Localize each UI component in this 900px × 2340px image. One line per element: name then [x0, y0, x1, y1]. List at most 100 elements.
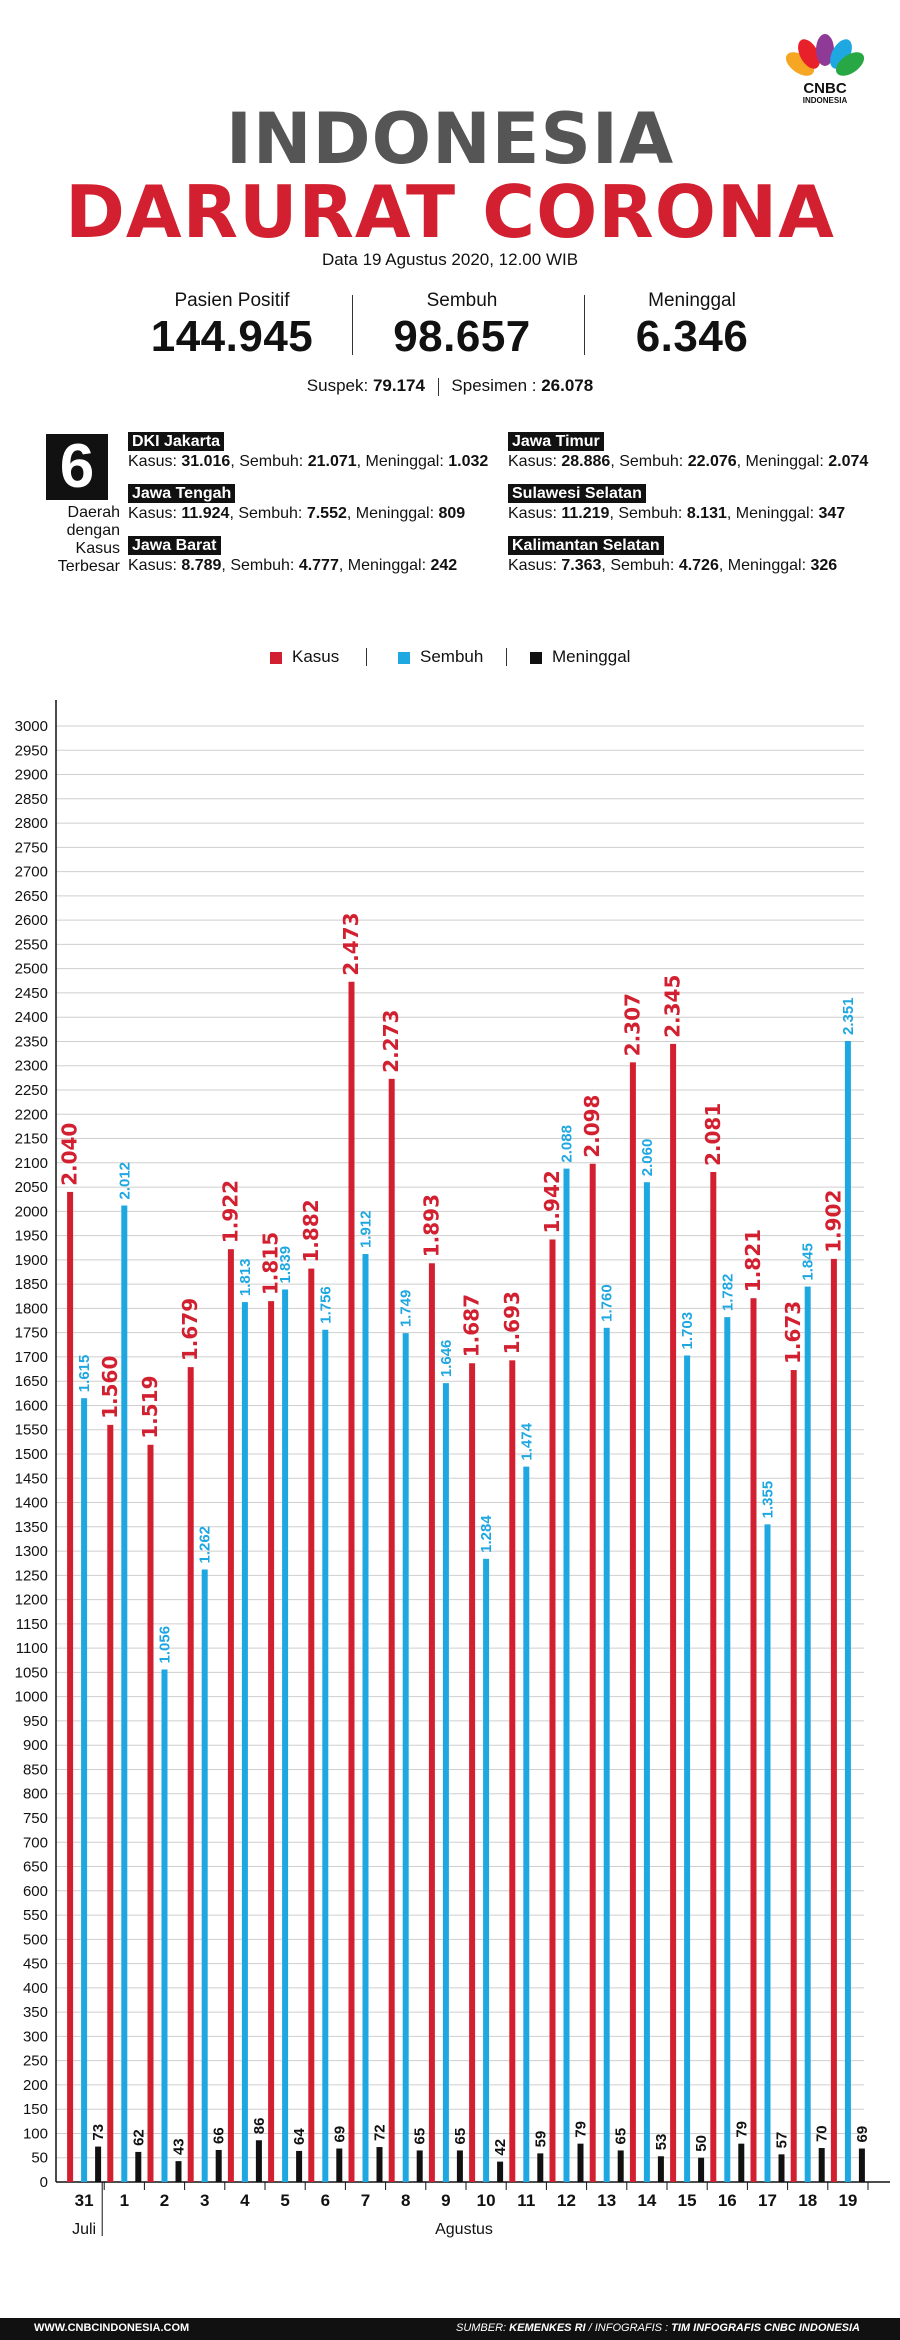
- bar-sembuh: [121, 1205, 128, 2182]
- data-label-sembuh: 1.474: [518, 1422, 535, 1460]
- x-tick-label: 8: [401, 2191, 410, 2210]
- y-tick-label: 1000: [15, 1689, 48, 1706]
- label-line: Terbesar: [57, 558, 120, 575]
- region-dki-jakarta: DKI Jakarta Kasus: 31.016, Sembuh: 21.07…: [128, 432, 488, 472]
- region-name: Jawa Barat: [128, 536, 221, 555]
- bar-meninggal: [537, 2153, 544, 2182]
- bar-kasus: [710, 1172, 717, 2182]
- data-label-meninggal: 43: [170, 2138, 187, 2155]
- bar-sembuh: [804, 1286, 811, 2182]
- data-label-meninggal: 70: [814, 2125, 831, 2142]
- logo-text: CNBC: [803, 80, 847, 97]
- y-tick-label: 2300: [15, 1058, 48, 1075]
- y-tick-label: 1500: [15, 1446, 48, 1463]
- bar-kasus: [147, 1444, 154, 2182]
- data-label-kasus: 1.882: [299, 1199, 323, 1262]
- data-label-kasus: 1.902: [821, 1190, 845, 1253]
- x-tick-label: 1: [120, 2191, 129, 2210]
- bar-sembuh: [523, 1466, 530, 2182]
- stat-meninggal: Meninggal 6.346: [592, 290, 792, 362]
- bar-meninggal: [175, 2161, 182, 2182]
- data-label-sembuh: 1.056: [156, 1626, 173, 1664]
- region-jawa-barat: Jawa Barat Kasus: 8.789, Sembuh: 4.777, …: [128, 536, 457, 576]
- region-jawa-tengah: Jawa Tengah Kasus: 11.924, Sembuh: 7.552…: [128, 484, 465, 524]
- legend-label: Sembuh: [420, 647, 484, 666]
- x-tick-label: 31: [75, 2191, 94, 2210]
- data-label-sembuh: 1.703: [679, 1312, 696, 1350]
- y-tick-label: 1150: [16, 1616, 48, 1633]
- y-tick-label: 800: [23, 1786, 48, 1803]
- y-tick-label: 1100: [16, 1640, 48, 1657]
- region-data: Kasus: 8.789, Sembuh: 4.777, Meninggal: …: [128, 557, 458, 574]
- region-kalimantan-selatan: Kalimantan Selatan Kasus: 7.363, Sembuh:…: [508, 536, 837, 576]
- legend-item-kasus: Kasus: [270, 644, 339, 670]
- stat-positif: Pasien Positif 144.945: [132, 290, 332, 362]
- bar-kasus: [67, 1191, 74, 2182]
- bar-meninggal: [738, 2143, 745, 2182]
- y-tick-label: 2750: [15, 839, 48, 856]
- data-date: Data 19 Agustus 2020, 12.00 WIB: [321, 250, 579, 269]
- y-tick-label: 2850: [15, 791, 48, 808]
- data-label-kasus: 1.942: [540, 1170, 564, 1233]
- data-label-meninggal: 86: [251, 2118, 268, 2135]
- data-label-kasus: 1.687: [460, 1294, 484, 1357]
- y-tick-label: 350: [23, 2004, 48, 2021]
- y-tick-label: 700: [23, 1834, 48, 1851]
- data-label-kasus: 2.307: [620, 993, 644, 1056]
- x-tick-label: 11: [517, 2191, 535, 2210]
- data-label-sembuh: 2.012: [116, 1162, 133, 1200]
- y-tick-label: 1750: [15, 1325, 48, 1342]
- label-line: Kasus: [75, 540, 120, 557]
- bar-meninggal: [497, 2161, 504, 2182]
- x-tick-label: 14: [637, 2191, 656, 2210]
- bar-kasus: [308, 1268, 315, 2182]
- x-tick-label: 5: [280, 2191, 289, 2210]
- bar-meninggal: [296, 2150, 303, 2182]
- y-tick-label: 2800: [15, 815, 48, 832]
- y-tick-label: 900: [23, 1737, 48, 1754]
- bar-meninggal: [255, 2140, 262, 2182]
- bar-sembuh: [603, 1327, 610, 2182]
- bar-meninggal: [336, 2148, 343, 2182]
- sub-stats: Suspek: 79.174 Spesimen : 26.078: [0, 376, 900, 396]
- data-label-meninggal: 73: [90, 2124, 107, 2141]
- bar-meninggal: [376, 2147, 383, 2182]
- data-label-kasus: 1.679: [178, 1298, 202, 1361]
- bar-kasus: [227, 1249, 234, 2182]
- divider: [437, 377, 439, 396]
- stat-label: Sembuh: [426, 290, 498, 311]
- y-tick-label: 1700: [15, 1349, 48, 1366]
- data-label-kasus: 2.040: [58, 1123, 82, 1186]
- x-tick-label: 12: [557, 2191, 576, 2210]
- y-tick-label: 250: [23, 2053, 48, 2070]
- bar-kasus: [107, 1424, 114, 2182]
- data-label-meninggal: 69: [331, 2126, 348, 2143]
- x-tick-label: 2: [160, 2191, 169, 2210]
- data-label-meninggal: 57: [773, 2132, 790, 2149]
- legend-swatch: [530, 651, 542, 664]
- region-name: Jawa Timur: [508, 432, 604, 451]
- region-data: Kasus: 7.363, Sembuh: 4.726, Meninggal: …: [508, 557, 838, 574]
- y-tick-label: 2100: [15, 1155, 48, 1172]
- data-label-kasus: 2.273: [379, 1010, 403, 1073]
- data-label-meninggal: 64: [291, 2128, 308, 2145]
- bar-meninggal: [416, 2150, 423, 2182]
- stat-label: Pasien Positif: [174, 290, 290, 311]
- data-label-kasus: 1.821: [741, 1229, 765, 1292]
- bar-kasus: [629, 1062, 636, 2182]
- website-link[interactable]: WWW.CNBCINDONESIA.COM: [34, 2322, 190, 2334]
- data-label-sembuh: 2.088: [558, 1125, 575, 1163]
- bar-sembuh: [161, 1669, 168, 2182]
- data-label-meninggal: 59: [532, 2131, 549, 2148]
- bar-kasus: [549, 1239, 556, 2182]
- bar-sembuh: [241, 1302, 248, 2182]
- y-tick-label: 200: [23, 2077, 48, 2094]
- x-tick-label: 18: [798, 2191, 817, 2210]
- data-label-kasus: 1.560: [98, 1356, 122, 1419]
- bar-sembuh: [684, 1355, 691, 2182]
- data-label-kasus: 1.673: [781, 1301, 805, 1364]
- y-tick-label: 3000: [15, 718, 48, 735]
- bar-sembuh: [81, 1398, 88, 2182]
- region-name: Jawa Tengah: [128, 484, 236, 503]
- legend-label: Meninggal: [552, 647, 631, 666]
